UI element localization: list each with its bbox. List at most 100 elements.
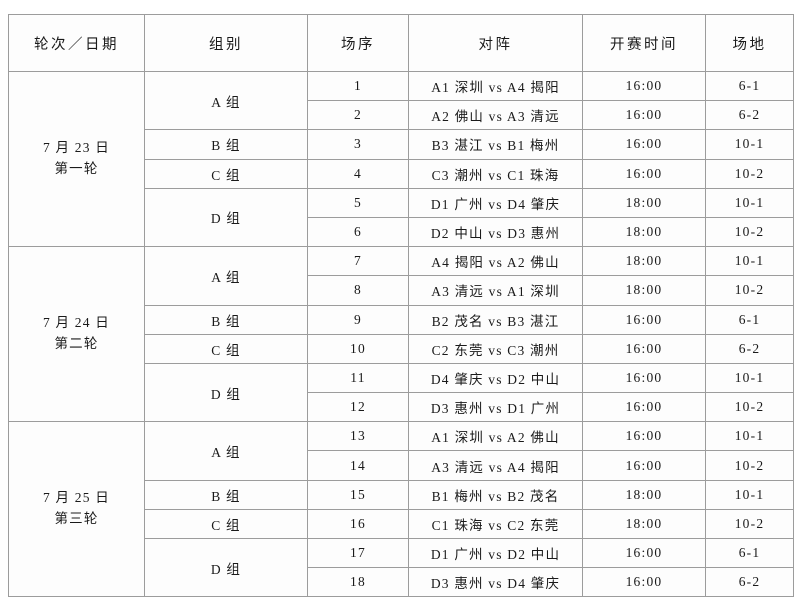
- table-row: 14 A3 清远 vs A4 揭阳 16:00 10-2: [9, 450, 794, 481]
- column-header-order: 场序: [307, 14, 409, 72]
- start-time-cell: 16:00: [582, 392, 706, 423]
- venue-cell: 10-2: [705, 158, 794, 189]
- column-header-venue: 场地: [705, 14, 794, 72]
- matchup-cell: A4 揭阳 vs A2 佛山: [408, 246, 583, 277]
- matchup-cell: C2 东莞 vs C3 潮州: [408, 333, 583, 364]
- round-number-line: 第二轮: [54, 336, 99, 352]
- matchup-cell: B1 梅州 vs B2 茂名: [408, 479, 583, 510]
- matchup-cell: D3 惠州 vs D4 肇庆: [408, 567, 583, 598]
- venue-cell: 10-1: [705, 129, 794, 160]
- start-time-cell: 18:00: [582, 479, 706, 510]
- match-order-cell: 5: [307, 187, 409, 218]
- venue-cell: 10-2: [705, 450, 794, 481]
- start-time-cell: 16:00: [582, 333, 706, 364]
- table-body: 7 月 23 日第一轮 A 组 1 A1 深圳 vs A4 揭阳 16:00 6-1 2 A2…: [8, 70, 794, 598]
- start-time-cell: 16:00: [582, 537, 706, 569]
- matchup-cell: C3 潮州 vs C1 珠海: [408, 158, 583, 189]
- match-order-cell: 2: [307, 100, 409, 131]
- start-time-cell: 16:00: [582, 129, 706, 160]
- round-date-cell: 7 月 23 日第一轮: [8, 70, 145, 248]
- start-time-cell: 16:00: [582, 304, 706, 335]
- start-time-cell: 16:00: [582, 100, 706, 131]
- match-order-cell: 17: [307, 537, 409, 569]
- group-cell: B 组: [144, 479, 308, 510]
- match-order-cell: 16: [307, 508, 409, 540]
- table-row: 6 D2 中山 vs D3 惠州 18:00 10-2: [9, 216, 794, 248]
- start-time-cell: 18:00: [582, 216, 706, 248]
- venue-cell: 10-1: [705, 421, 794, 452]
- venue-cell: 6-2: [705, 567, 794, 598]
- table-row: 7 月 25 日第三轮 A 组 13 A1 深圳 vs A2 佛山 16:00 10-1: [8, 421, 794, 598]
- column-header-round_date: 轮次／日期: [8, 14, 145, 72]
- start-time-cell: 16:00: [582, 450, 706, 481]
- match-order-cell: 15: [307, 479, 409, 510]
- group-cell: D 组: [144, 362, 308, 423]
- matchup-cell: C1 珠海 vs C2 东莞: [408, 508, 583, 540]
- group-cell: D 组: [144, 537, 308, 598]
- group-cell: C 组: [144, 508, 308, 540]
- group-cell: A 组: [144, 70, 308, 131]
- match-order-cell: 11: [307, 362, 409, 394]
- matchup-cell: B3 湛江 vs B1 梅州: [408, 129, 583, 160]
- column-header-time: 开赛时间: [582, 14, 706, 72]
- table-row: C 组 4 C3 潮州 vs C1 珠海 16:00 10-2: [9, 158, 794, 189]
- match-order-cell: 1: [307, 70, 409, 102]
- group-cell: A 组: [144, 421, 308, 481]
- round-date-line: 7 月 24 日: [43, 315, 110, 331]
- match-order-cell: 12: [307, 392, 409, 423]
- table-row: 8 A3 清远 vs A1 深圳 18:00 10-2: [9, 275, 794, 306]
- table-row: D 组 5 D1 广州 vs D4 肇庆 18:00 10-1: [9, 187, 794, 248]
- table-row: 7 月 24 日第二轮 A 组 7 A4 揭阳 vs A2 佛山 18:00 10-1: [8, 246, 794, 423]
- matchup-cell: A1 深圳 vs A4 揭阳: [408, 70, 583, 102]
- table-row: D 组 17 D1 广州 vs D2 中山 16:00 6-1: [9, 537, 794, 598]
- start-time-cell: 18:00: [582, 246, 706, 277]
- start-time-cell: 16:00: [582, 70, 706, 102]
- matchup-cell: D1 广州 vs D4 肇庆: [408, 187, 583, 218]
- table-row: 12 D3 惠州 vs D1 广州 16:00 10-2: [9, 392, 794, 423]
- start-time-cell: 18:00: [582, 187, 706, 218]
- match-order-cell: 3: [307, 129, 409, 160]
- matchup-cell: A2 佛山 vs A3 清远: [408, 100, 583, 131]
- venue-cell: 6-1: [705, 304, 794, 335]
- table-row: B 组 15 B1 梅州 vs B2 茂名 18:00 10-1: [9, 479, 794, 510]
- matchup-cell: D4 肇庆 vs D2 中山: [408, 362, 583, 394]
- matchup-cell: D3 惠州 vs D1 广州: [408, 392, 583, 423]
- round-date-line: 7 月 23 日: [43, 140, 110, 156]
- round-number-line: 第一轮: [54, 161, 99, 177]
- venue-cell: 6-1: [705, 70, 794, 102]
- start-time-cell: 16:00: [582, 158, 706, 189]
- venue-cell: 10-2: [705, 508, 794, 540]
- venue-cell: 10-1: [705, 246, 794, 277]
- start-time-cell: 18:00: [582, 275, 706, 306]
- table-header: 轮次／日期 组别 场序 对阵 开赛时间 场地: [8, 14, 794, 72]
- match-order-cell: 14: [307, 450, 409, 481]
- start-time-cell: 18:00: [582, 508, 706, 540]
- venue-cell: 10-2: [705, 275, 794, 306]
- venue-cell: 10-1: [705, 479, 794, 510]
- round-date-cell: 7 月 24 日第二轮: [8, 246, 145, 423]
- start-time-cell: 16:00: [582, 567, 706, 598]
- match-order-cell: 18: [307, 567, 409, 598]
- group-cell: D 组: [144, 187, 308, 248]
- group-cell: B 组: [144, 304, 308, 335]
- column-header-match: 对阵: [408, 14, 583, 72]
- match-order-cell: 8: [307, 275, 409, 306]
- table-row: C 组 10 C2 东莞 vs C3 潮州 16:00 6-2: [9, 333, 794, 364]
- matchup-cell: A3 清远 vs A1 深圳: [408, 275, 583, 306]
- match-order-cell: 4: [307, 158, 409, 189]
- venue-cell: 10-1: [705, 187, 794, 218]
- match-order-cell: 9: [307, 304, 409, 335]
- match-order-cell: 7: [307, 246, 409, 277]
- match-order-cell: 6: [307, 216, 409, 248]
- column-header-group: 组别: [144, 14, 308, 72]
- matchup-cell: D2 中山 vs D3 惠州: [408, 216, 583, 248]
- table-row: C 组 16 C1 珠海 vs C2 东莞 18:00 10-2: [9, 508, 794, 540]
- table-row: 2 A2 佛山 vs A3 清远 16:00 6-2: [9, 100, 794, 131]
- round-date-cell: 7 月 25 日第三轮: [8, 421, 145, 598]
- table-row: 7 月 23 日第一轮 A 组 1 A1 深圳 vs A4 揭阳 16:00 6-1: [8, 70, 794, 248]
- venue-cell: 6-2: [705, 100, 794, 131]
- start-time-cell: 16:00: [582, 362, 706, 394]
- group-cell: C 组: [144, 333, 308, 364]
- table-row: B 组 3 B3 湛江 vs B1 梅州 16:00 10-1: [9, 129, 794, 160]
- venue-cell: 10-2: [705, 216, 794, 248]
